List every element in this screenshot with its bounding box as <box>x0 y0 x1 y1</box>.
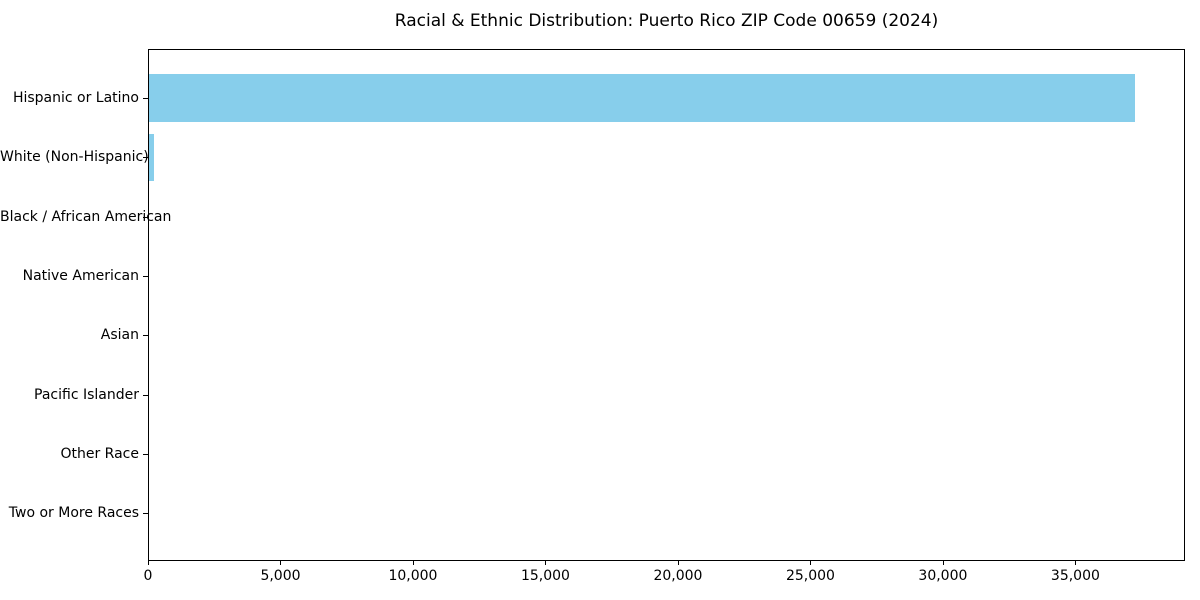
x-tick-mark <box>280 561 282 565</box>
y-tick-mark <box>143 216 148 218</box>
plot-area <box>148 49 1185 561</box>
y-tick-mark <box>143 454 148 456</box>
x-tick-mark <box>942 561 944 565</box>
y-tick-label: Two or More Races <box>8 505 139 522</box>
bar-hispanic-or-latino <box>149 74 1135 122</box>
y-tick-label: White (Non-Hispanic) <box>0 149 149 166</box>
x-tick-label: 20,000 <box>653 568 703 584</box>
y-tick-mark <box>143 394 148 396</box>
x-tick-mark <box>810 561 812 565</box>
x-tick-mark <box>677 561 679 565</box>
y-tick-mark <box>143 513 148 515</box>
x-tick-label: 25,000 <box>785 568 835 584</box>
x-tick-label: 35,000 <box>1050 568 1100 584</box>
x-tick-label: 15,000 <box>520 568 570 584</box>
bar-white-non-hispanic- <box>149 133 154 182</box>
x-tick-mark <box>148 561 149 565</box>
x-tick-mark <box>545 561 547 565</box>
y-tick-label: Native American <box>22 268 139 285</box>
y-tick-label: Asian <box>100 327 139 344</box>
y-tick-mark <box>143 335 148 337</box>
y-tick-label: Other Race <box>60 446 139 463</box>
x-tick-label: 10,000 <box>388 568 438 584</box>
x-tick-label: 5,000 <box>260 568 301 584</box>
y-tick-mark <box>143 276 148 278</box>
y-tick-mark <box>143 98 148 99</box>
x-tick-label: 30,000 <box>918 568 968 584</box>
chart-title: Racial & Ethnic Distribution: Puerto Ric… <box>394 11 939 31</box>
x-tick-mark <box>1075 561 1077 565</box>
y-tick-label: Pacific Islander <box>34 386 139 403</box>
x-tick-label: 0 <box>143 568 153 584</box>
y-tick-label: Hispanic or Latino <box>12 90 139 106</box>
y-tick-label: Black / African American <box>0 208 172 225</box>
y-tick-mark <box>143 157 148 159</box>
x-tick-mark <box>412 561 414 565</box>
